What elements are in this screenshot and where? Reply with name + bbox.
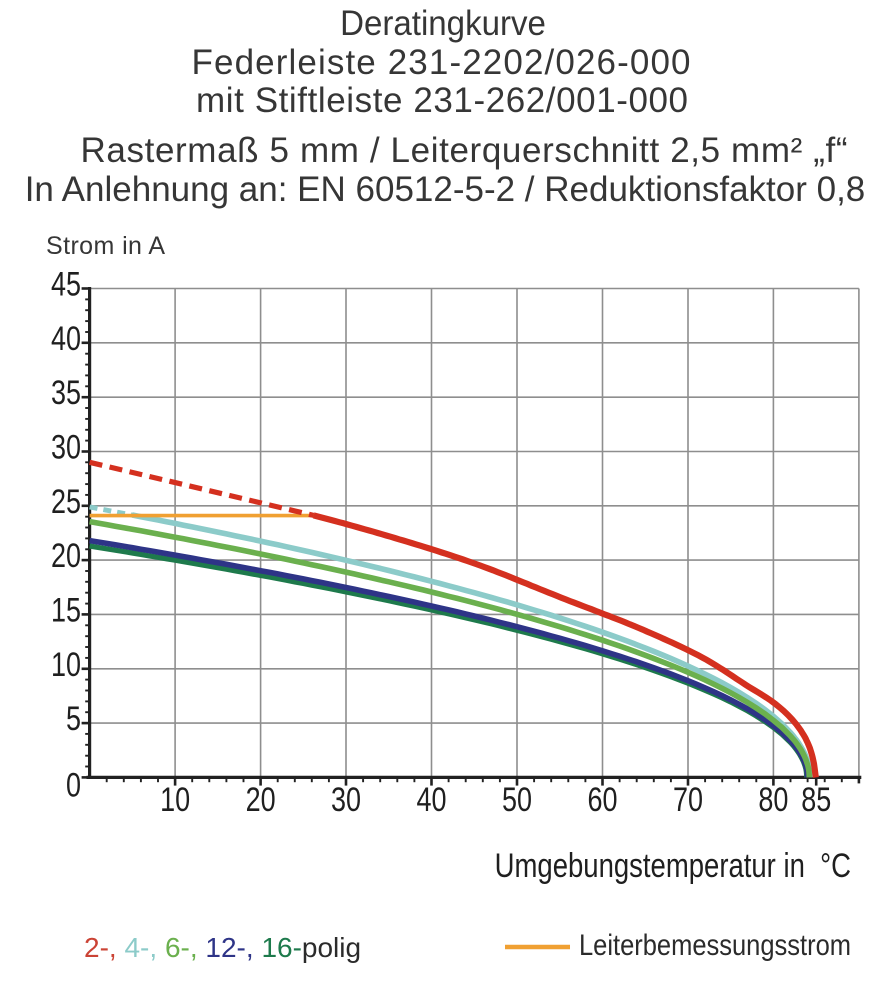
svg-text:15: 15 xyxy=(51,590,81,629)
svg-text:10: 10 xyxy=(51,645,81,684)
svg-text:Federleiste 231-2202/026-000: Federleiste 231-2202/026-000 xyxy=(192,43,691,82)
svg-text:2-, 4-, 6-, 12-, 16-polig: 2-, 4-, 6-, 12-, 16-polig xyxy=(84,932,361,963)
svg-text:Strom in A: Strom in A xyxy=(46,232,165,260)
svg-text:40: 40 xyxy=(416,780,446,819)
svg-text:30: 30 xyxy=(331,780,361,819)
svg-text:10: 10 xyxy=(160,780,190,819)
svg-text:Deratingkurve: Deratingkurve xyxy=(340,4,546,43)
svg-text:45: 45 xyxy=(51,264,81,303)
svg-text:80: 80 xyxy=(758,780,788,819)
svg-text:50: 50 xyxy=(502,780,532,819)
svg-text:mit Stiftleiste 231-262/001-00: mit Stiftleiste 231-262/001-000 xyxy=(196,81,688,120)
svg-text:0: 0 xyxy=(66,765,81,804)
svg-text:70: 70 xyxy=(673,780,703,819)
svg-text:30: 30 xyxy=(51,427,81,466)
svg-text:20: 20 xyxy=(246,780,276,819)
svg-text:25: 25 xyxy=(51,482,81,521)
svg-text:Umgebungstemperatur in °C: Umgebungstemperatur in °C xyxy=(495,846,851,884)
svg-text:85: 85 xyxy=(801,780,831,819)
svg-text:35: 35 xyxy=(51,373,81,412)
svg-text:40: 40 xyxy=(51,319,81,358)
svg-text:Rastermaß 5 mm / Leiterquersch: Rastermaß 5 mm / Leiterquerschnitt 2,5 m… xyxy=(81,131,848,170)
svg-text:Leiterbemessungsstrom: Leiterbemessungsstrom xyxy=(579,928,851,961)
svg-text:5: 5 xyxy=(66,699,81,738)
svg-text:20: 20 xyxy=(51,536,81,575)
svg-text:60: 60 xyxy=(587,780,617,819)
svg-text:In Anlehnung an: EN 60512-5-2: In Anlehnung an: EN 60512-5-2 / Reduktio… xyxy=(25,170,866,209)
